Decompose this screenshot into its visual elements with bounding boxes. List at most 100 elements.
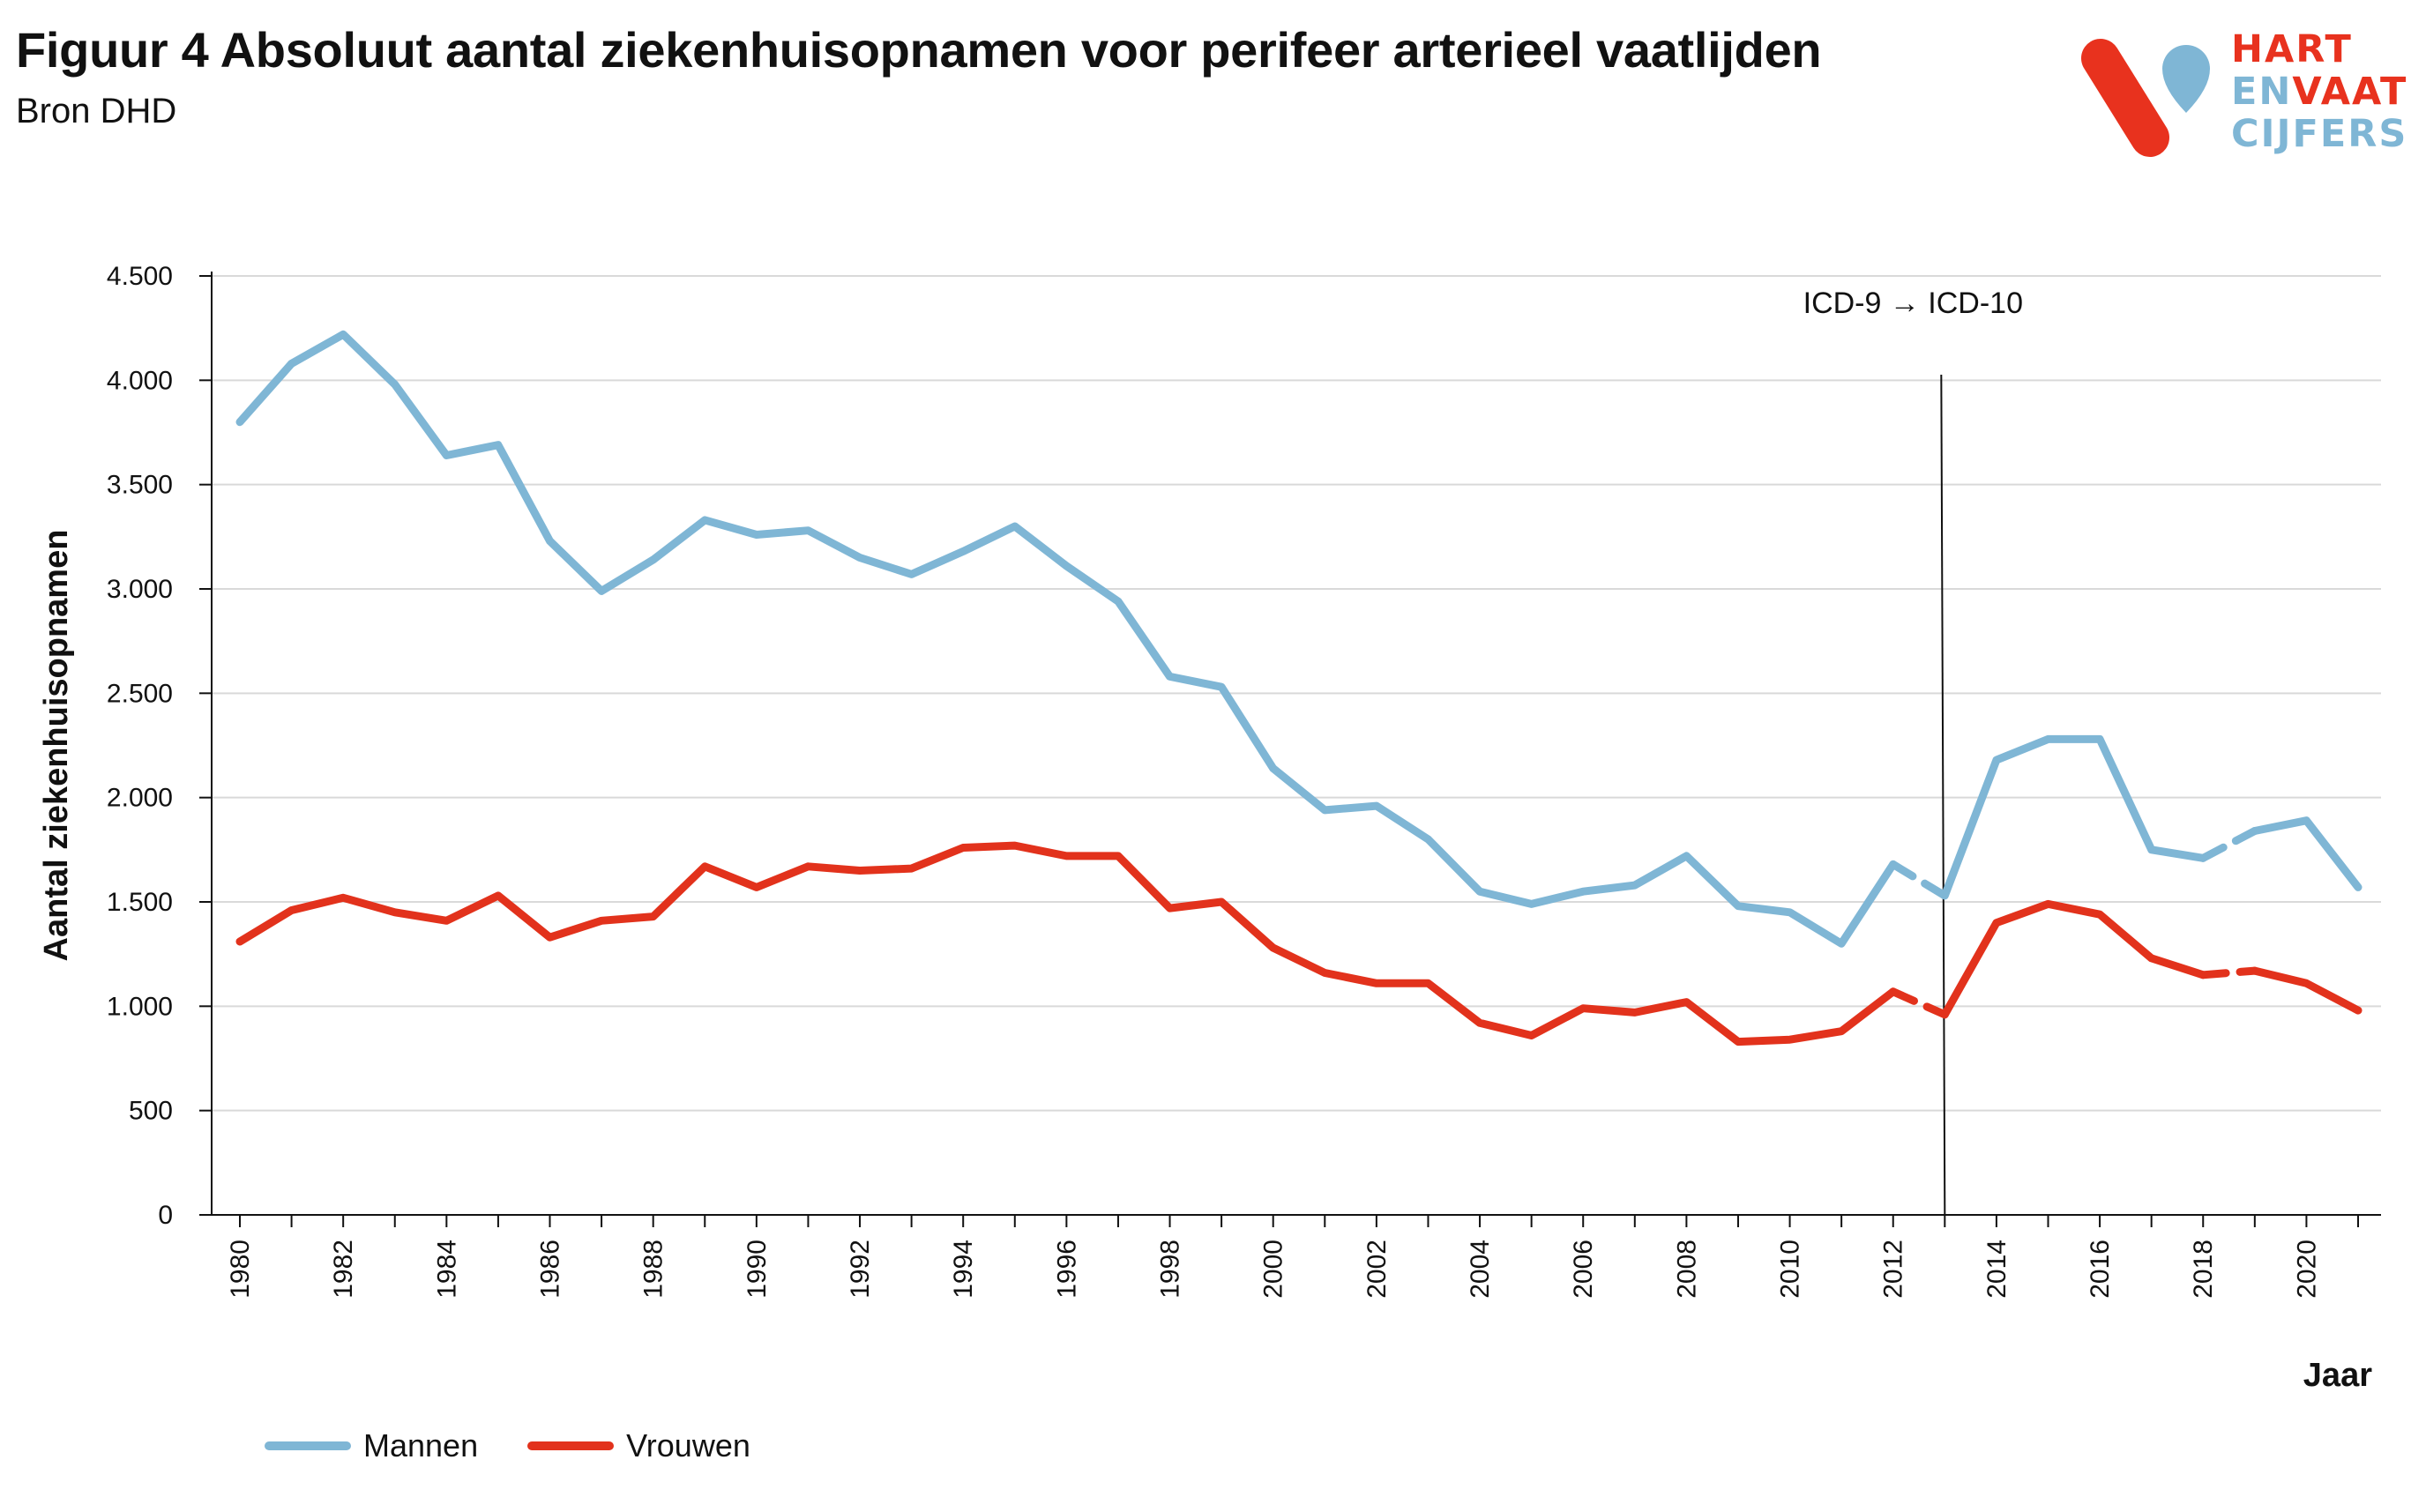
series-dashed-segment-vrouwen xyxy=(1889,987,1949,1019)
data-point-mannen xyxy=(238,420,242,424)
series-dashed-segment-vrouwen xyxy=(2198,966,2259,979)
y-tick-label: 3.000 xyxy=(107,575,173,604)
x-tick-label: 1996 xyxy=(1052,1240,1081,1299)
logo-text-cijfers: CIJFERS xyxy=(2231,112,2408,156)
y-tick-label: 500 xyxy=(129,1097,173,1126)
data-point-mannen xyxy=(1736,904,1740,908)
data-point-vrouwen xyxy=(1168,906,1172,911)
x-tick-label: 1990 xyxy=(743,1240,772,1299)
y-tick-label: 1.000 xyxy=(107,992,173,1021)
data-point-vrouwen xyxy=(2252,969,2257,973)
data-point-vrouwen xyxy=(548,935,552,940)
x-tick-label: 1982 xyxy=(329,1240,358,1299)
x-tick-label: 2002 xyxy=(1362,1240,1392,1299)
x-tick-label: 1980 xyxy=(226,1240,255,1299)
data-point-mannen xyxy=(392,383,397,387)
data-point-mannen xyxy=(1684,853,1689,858)
chart-title: Figuur 4 Absoluut aantal ziekenhuisopnam… xyxy=(16,22,1822,78)
x-tick-label: 2008 xyxy=(1672,1240,1701,1299)
x-tick-label: 2004 xyxy=(1466,1240,1495,1299)
data-point-vrouwen xyxy=(238,940,242,943)
data-point-vrouwen xyxy=(2046,902,2050,906)
data-point-mannen xyxy=(806,528,810,533)
data-point-vrouwen xyxy=(1684,1000,1689,1004)
data-point-mannen xyxy=(2304,818,2309,823)
data-point-vrouwen xyxy=(289,908,294,912)
x-tick-label: 2006 xyxy=(1569,1240,1598,1299)
data-point-mannen xyxy=(289,361,294,366)
data-point-mannen xyxy=(2201,856,2206,860)
data-point-mannen xyxy=(2098,737,2102,741)
data-point-mannen xyxy=(1581,890,1586,894)
data-point-vrouwen xyxy=(2304,981,2309,986)
y-tick-label: 2.500 xyxy=(107,679,173,708)
data-point-mannen xyxy=(1994,758,1998,763)
y-tick-label: 0 xyxy=(158,1201,173,1230)
data-point-mannen xyxy=(1943,893,1947,898)
series-line-vrouwen xyxy=(2251,966,2363,1015)
icd-annotation: ICD-9 → ICD-10 xyxy=(1803,287,2023,320)
data-point-vrouwen xyxy=(1529,1033,1534,1038)
legend-item-mannen: Mannen xyxy=(265,1427,478,1464)
data-point-vrouwen xyxy=(1840,1029,1844,1033)
x-tick-label: 2020 xyxy=(2292,1240,2321,1299)
data-point-vrouwen xyxy=(2201,972,2206,977)
x-tick-label: 1986 xyxy=(536,1240,565,1299)
data-point-mannen xyxy=(909,572,914,577)
data-point-vrouwen xyxy=(703,864,707,868)
data-point-vrouwen xyxy=(1116,853,1120,858)
data-point-mannen xyxy=(1840,942,1844,946)
x-axis-title: Jaar xyxy=(2303,1357,2372,1394)
data-point-vrouwen xyxy=(1426,981,1430,986)
data-point-mannen xyxy=(1478,890,1482,894)
data-point-vrouwen xyxy=(858,868,862,873)
data-point-vrouwen xyxy=(1064,853,1069,858)
series-dashed-segment-mannen xyxy=(2198,827,2259,862)
legend-item-vrouwen: Vrouwen xyxy=(527,1427,750,1464)
data-point-vrouwen xyxy=(1323,971,1327,975)
y-axis-title: Aantal ziekenhuisopnamen xyxy=(38,530,75,962)
data-point-vrouwen xyxy=(2149,956,2154,960)
data-point-mannen xyxy=(1529,902,1534,906)
data-point-mannen xyxy=(600,589,604,593)
data-point-mannen xyxy=(1012,525,1017,528)
data-point-vrouwen xyxy=(1581,1006,1586,1010)
data-point-mannen xyxy=(496,443,500,447)
data-point-vrouwen xyxy=(341,896,346,900)
x-axis-ticks: 1980 1982 1984 1986 1988 1990 1992 1994 1996 1998… xyxy=(226,1215,2359,1299)
data-point-vrouwen xyxy=(1012,844,1017,848)
data-point-mannen xyxy=(1116,600,1120,604)
legend-label-vrouwen: Vrouwen xyxy=(626,1427,750,1464)
legend-label-mannen: Mannen xyxy=(363,1427,479,1464)
data-point-mannen xyxy=(444,453,449,458)
data-point-mannen xyxy=(341,332,346,337)
x-tick-label: 1992 xyxy=(846,1240,875,1299)
x-tick-label: 2012 xyxy=(1879,1240,1908,1299)
data-point-mannen xyxy=(1374,804,1378,808)
legend-swatch-mannen xyxy=(265,1441,351,1450)
x-tick-label: 1998 xyxy=(1156,1240,1185,1299)
data-point-vrouwen xyxy=(2098,912,2102,917)
series-layer xyxy=(235,330,2363,1046)
data-point-vrouwen xyxy=(496,893,500,898)
data-point-mannen xyxy=(754,533,758,537)
data-point-vrouwen xyxy=(961,845,966,850)
y-tick-label: 3.500 xyxy=(107,471,173,500)
data-point-mannen xyxy=(703,518,707,522)
logo-text-envaat: ENVAAT xyxy=(2231,70,2408,114)
data-point-mannen xyxy=(1168,674,1172,679)
logo-mark-icon xyxy=(2081,39,2210,157)
x-tick-label: 2018 xyxy=(2189,1240,2218,1299)
data-point-mannen xyxy=(1064,564,1069,568)
chart-subtitle: Bron DHD xyxy=(16,92,177,130)
data-point-mannen xyxy=(1891,862,1895,867)
y-tick-label: 4.500 xyxy=(107,262,173,291)
x-tick-label: 1988 xyxy=(639,1240,668,1299)
data-point-mannen xyxy=(1271,766,1275,771)
x-tick-label: 2016 xyxy=(2086,1240,2115,1299)
data-point-vrouwen xyxy=(909,867,914,871)
data-point-vrouwen xyxy=(1788,1038,1792,1042)
data-point-mannen xyxy=(858,555,862,560)
gridlines xyxy=(212,275,2381,1112)
